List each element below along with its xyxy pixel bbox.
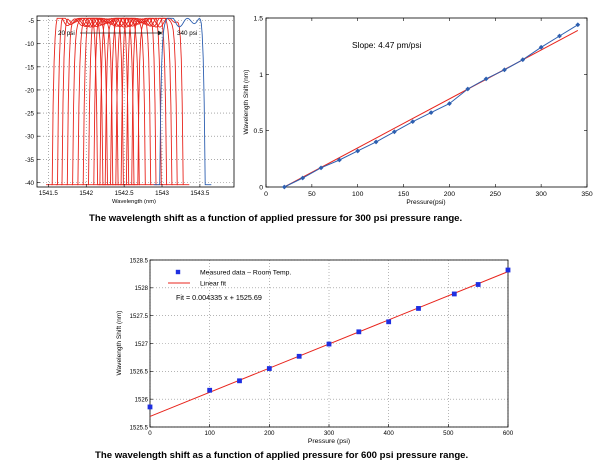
shift600-x-axis-label: Pressure (psi): [308, 438, 350, 445]
shift300-x-tick-label: 50: [308, 191, 316, 198]
shift300-y-axis-label: Wavelength Shift (nm): [243, 70, 250, 135]
shift300-data-point: [318, 165, 324, 171]
spectrum-curve-16: [125, 17, 184, 186]
shift600-data-point: [416, 306, 421, 311]
shift600-y-tick-label: 1528.5: [130, 258, 149, 264]
shift600-legend-fit: Linear fit: [200, 281, 226, 288]
shift300-x-tick-label: 100: [352, 191, 364, 198]
shift300-x-tick-label: 150: [398, 191, 410, 198]
shift600-data-point: [505, 267, 511, 273]
spectrum-curve-17: [131, 17, 190, 186]
spectra-x-tick-label: 1543: [155, 190, 169, 197]
shift300-data-point: [520, 57, 526, 63]
annotation-end-label: 340 psi: [177, 30, 197, 37]
shift300-data-point: [281, 184, 287, 190]
shift600-data-point: [451, 291, 457, 297]
shift300-y-tick-label: 0: [259, 185, 263, 192]
shift300-y-tick-label: 0.5: [254, 128, 264, 135]
shift600-y-tick-label: 1527.5: [130, 314, 149, 320]
annotation-start-label: 20 psi: [58, 30, 75, 37]
shift300-x-tick-label: 200: [444, 191, 456, 198]
shift600-y-tick-label: 1525.5: [130, 425, 149, 431]
shift600-x-tick-label: 100: [205, 430, 216, 437]
shift300-data-point: [483, 76, 489, 82]
spectrum-curve-18: [153, 17, 212, 186]
shift300-data-point: [447, 101, 452, 107]
spectra-y-tick-label: -35: [25, 157, 35, 164]
spectra-x-tick-label: 1542: [79, 190, 93, 197]
spectra-x-tick-label: 1543.5: [190, 190, 209, 197]
shift600-data-point: [237, 378, 242, 384]
shift300-data-point: [575, 22, 581, 28]
shift600-data-point: [386, 319, 392, 325]
shift600-fit-annotation: Fit = 0.004335 x + 1525.69: [176, 293, 262, 302]
shift600-legend-measured: Measured data – Room Temp.: [200, 270, 291, 277]
shift300-data-point: [336, 157, 342, 163]
shift600-y-tick-label: 1528: [135, 286, 149, 292]
shift600-x-tick-label: 0: [148, 430, 152, 437]
shift600-data-point: [356, 329, 362, 335]
shift300-x-tick-label: 300: [535, 191, 547, 198]
shift600-legend-marker: [175, 269, 181, 275]
spectra-y-tick-label: -25: [25, 111, 35, 118]
shift600-x-tick-label: 200: [264, 430, 275, 437]
spectra-frame: [36, 15, 235, 188]
shift300-data-point: [392, 129, 397, 135]
bottom-caption: The wavelength shift as a function of ap…: [95, 450, 469, 461]
shift600-y-tick-label: 1526: [135, 397, 149, 403]
spectra-x-tick-label: 1541.5: [39, 190, 58, 197]
shift300-x-tick-label: 250: [490, 191, 502, 198]
shift300-data-point: [300, 175, 306, 181]
shift300-data-point: [428, 110, 434, 116]
shift300-x-tick-label: 0: [264, 191, 268, 198]
shift300-data-point: [538, 44, 544, 50]
shift300-data-point: [410, 119, 416, 125]
shift300-x-axis-label: Pressure(psi): [406, 199, 445, 206]
shift600-x-tick-label: 500: [443, 430, 454, 437]
shift300-data-point: [355, 148, 361, 154]
spectra-y-tick-label: -30: [25, 134, 35, 141]
shift600-x-tick-label: 600: [503, 430, 514, 437]
shift600-data-point: [147, 404, 153, 410]
shift600-data-point: [266, 366, 272, 371]
spectrum-curve-13: [109, 17, 168, 186]
shift300-data-point: [465, 86, 471, 92]
shift300-fit-line: [284, 29, 579, 188]
shift600-data-point: [296, 353, 302, 359]
shift300-x-tick-label: 350: [581, 191, 593, 198]
shift600-y-tick-label: 1527: [135, 342, 149, 348]
shift600-x-tick-label: 300: [324, 430, 335, 437]
shift600-data-point: [475, 282, 481, 287]
shift300-data-point: [557, 33, 562, 39]
spectra-y-tick-label: -10: [25, 41, 35, 48]
shift600-data-point: [326, 341, 332, 347]
spectra-y-tick-label: -5: [28, 18, 34, 25]
shift600-y-tick-label: 1526.5: [130, 370, 149, 376]
shift600-data-point: [207, 387, 213, 393]
shift300-frame: [265, 17, 588, 188]
shift300-data-point: [373, 139, 379, 145]
shift300-y-tick-label: 1: [259, 72, 263, 79]
shift600-y-axis-label: Wavelength Shift (nm): [116, 311, 123, 376]
spectra-x-axis-label: Wavelength (nm): [112, 199, 156, 205]
top-caption: The wavelength shift as a function of ap…: [89, 213, 463, 224]
shift600-x-tick-label: 400: [384, 430, 395, 437]
spectra-curves: [46, 17, 212, 186]
spectra-y-tick-label: -40: [25, 180, 35, 187]
spectra-x-tick-label: 1542.5: [115, 190, 134, 197]
spectra-y-tick-label: -15: [25, 64, 35, 71]
spectrum-curve-10: [93, 17, 152, 186]
spectra-y-tick-label: -20: [25, 87, 35, 94]
shift300-data-point: [502, 67, 507, 73]
spectrum-curve-3: [55, 17, 114, 186]
shift300-slope-annotation: Slope: 4.47 pm/psi: [352, 40, 422, 50]
shift300-y-tick-label: 1.5: [254, 16, 264, 23]
